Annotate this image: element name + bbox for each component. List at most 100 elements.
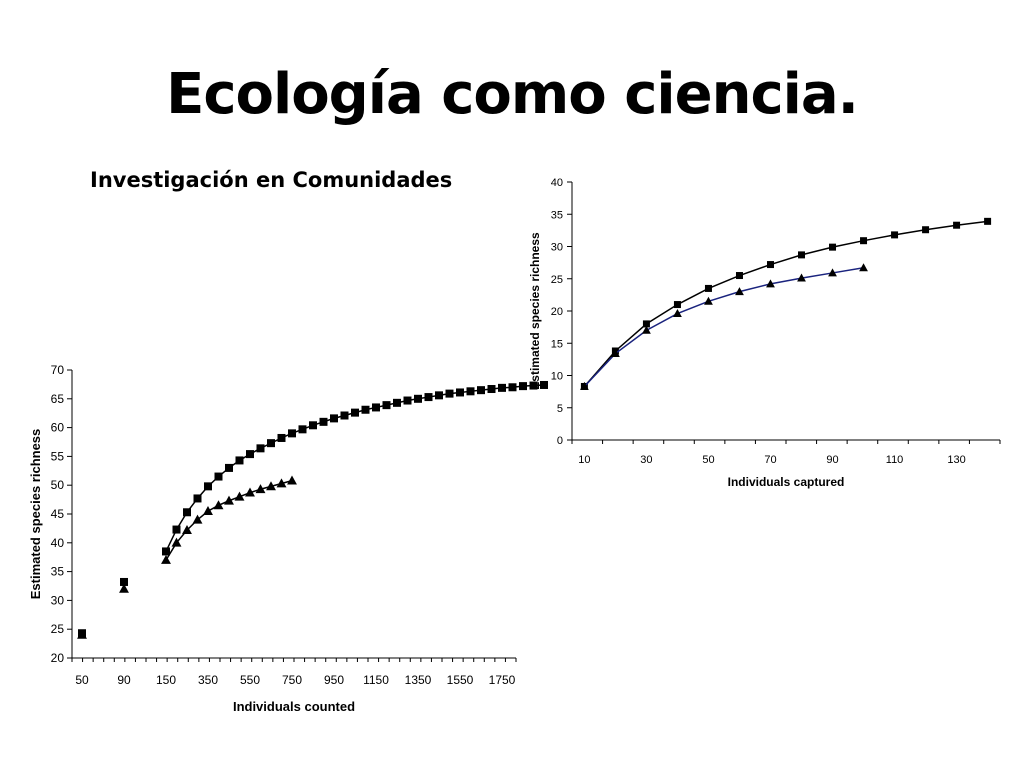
data-point-series-2 [224, 495, 234, 505]
y-tick-label: 20 [51, 651, 65, 665]
data-point-series-1 [487, 385, 496, 394]
y-tick-label: 50 [51, 478, 65, 492]
x-tick-label: 90 [117, 673, 131, 687]
x-tick-label: 50 [75, 673, 89, 687]
data-point-series-2 [735, 287, 744, 296]
data-point-series-2 [119, 583, 129, 593]
data-point-series-2 [828, 268, 837, 277]
data-point-series-1 [120, 577, 128, 586]
data-point-series-1 [891, 231, 899, 239]
data-point-series-1 [256, 444, 265, 453]
y-tick-label: 25 [551, 274, 563, 286]
data-point-series-2 [642, 325, 651, 334]
data-point-series-1 [414, 394, 422, 403]
data-point-series-1 [193, 494, 202, 503]
y-tick-label: 65 [51, 392, 65, 406]
y-tick-label: 35 [551, 209, 563, 221]
data-point-series-1 [435, 391, 443, 400]
y-axis-label: Estimated species richness [528, 232, 542, 390]
data-point-series-2 [859, 263, 868, 272]
data-point-series-1 [984, 217, 992, 225]
data-point-series-1 [277, 433, 286, 442]
data-point-series-1 [498, 383, 506, 392]
data-point-series-1 [225, 463, 233, 472]
data-point-series-1 [393, 398, 401, 407]
data-point-series-1 [162, 547, 170, 556]
chart-individuals-counted: 20 25 30 35 40 45 50 55 60 65 70 50 90 150 350 550 750 95… [28, 363, 548, 714]
data-point-series-2 [161, 554, 171, 564]
data-point-series-2 [234, 491, 245, 501]
y-tick-label: 40 [551, 177, 563, 189]
data-point-series-1 [403, 396, 412, 405]
data-point-series-1 [288, 429, 296, 438]
x-tick-label: 130 [947, 454, 965, 466]
slide-title: Ecología como ciencia. [166, 62, 859, 127]
x-tick-label: 1350 [405, 673, 432, 687]
y-tick-label: 35 [51, 565, 65, 579]
x-axis-label: Individuals captured [728, 475, 845, 489]
x-axis-label: Individuals counted [233, 699, 355, 714]
data-point-series-2 [245, 487, 255, 497]
data-point-series-1 [456, 388, 464, 397]
x-tick-label: 30 [640, 454, 652, 466]
y-tick-label: 20 [551, 306, 563, 318]
x-tick-label: 110 [886, 454, 904, 466]
x-tick-label: 1750 [489, 673, 516, 687]
x-tick-label: 90 [826, 454, 838, 466]
data-point-series-1 [246, 450, 254, 459]
y-tick-label: 15 [551, 338, 563, 350]
data-point-series-1 [735, 272, 743, 280]
y-axis-label: Estimated species richness [28, 429, 43, 600]
slide-subtitle: Investigación en Comunidades [90, 168, 453, 192]
data-point-series-1 [382, 401, 391, 410]
data-point-series-1 [309, 421, 317, 430]
y-tick-label: 10 [551, 371, 563, 383]
y-tick-label: 5 [557, 403, 563, 415]
data-point-series-1 [477, 386, 485, 395]
data-point-series-2 [580, 381, 589, 390]
data-point-series-1 [519, 382, 527, 391]
chart-individuals-captured: 0 5 10 15 20 25 30 35 40 10 30 50 70 90 110 130 Individu… [528, 177, 1001, 489]
data-point-series-1 [361, 405, 370, 414]
series-line-2 [583, 267, 864, 387]
data-point-series-1 [298, 425, 307, 434]
data-point-series-2 [266, 481, 276, 491]
data-point-series-2 [766, 279, 775, 288]
data-point-series-1 [172, 525, 181, 534]
y-tick-label: 30 [551, 242, 563, 254]
data-point-series-1 [424, 393, 433, 402]
data-point-series-1 [798, 251, 806, 259]
data-point-series-2 [192, 514, 203, 524]
data-point-series-1 [529, 381, 538, 390]
data-point-series-1 [267, 439, 275, 448]
data-point-series-2 [182, 524, 192, 534]
data-point-series-2 [203, 505, 213, 515]
data-point-series-1 [330, 414, 338, 423]
data-point-series-2 [77, 629, 87, 639]
data-point-series-1 [445, 389, 454, 398]
data-point-series-1 [642, 320, 650, 328]
y-tick-label: 0 [557, 435, 563, 447]
x-tick-label: 350 [198, 673, 218, 687]
data-point-series-1 [704, 284, 712, 292]
data-point-series-1 [673, 301, 681, 309]
data-point-series-1 [540, 380, 548, 389]
data-point-series-1 [214, 472, 223, 481]
y-tick-label: 60 [51, 421, 65, 435]
x-tick-label: 550 [240, 673, 260, 687]
x-tick-label: 70 [764, 454, 776, 466]
data-point-series-1 [953, 221, 961, 229]
data-point-series-1 [183, 508, 191, 517]
x-tick-label: 150 [156, 673, 176, 687]
data-point-series-1 [829, 243, 837, 251]
x-tick-label: 1150 [363, 673, 389, 687]
y-tick-label: 45 [51, 507, 65, 521]
data-point-series-2 [673, 309, 682, 317]
data-point-series-1 [466, 387, 475, 396]
y-tick-label: 55 [51, 449, 65, 463]
data-point-series-2 [797, 273, 806, 282]
data-point-series-1 [340, 411, 349, 420]
data-point-series-2 [611, 349, 620, 357]
x-tick-label: 1550 [447, 673, 474, 687]
data-point-series-2 [255, 484, 266, 494]
